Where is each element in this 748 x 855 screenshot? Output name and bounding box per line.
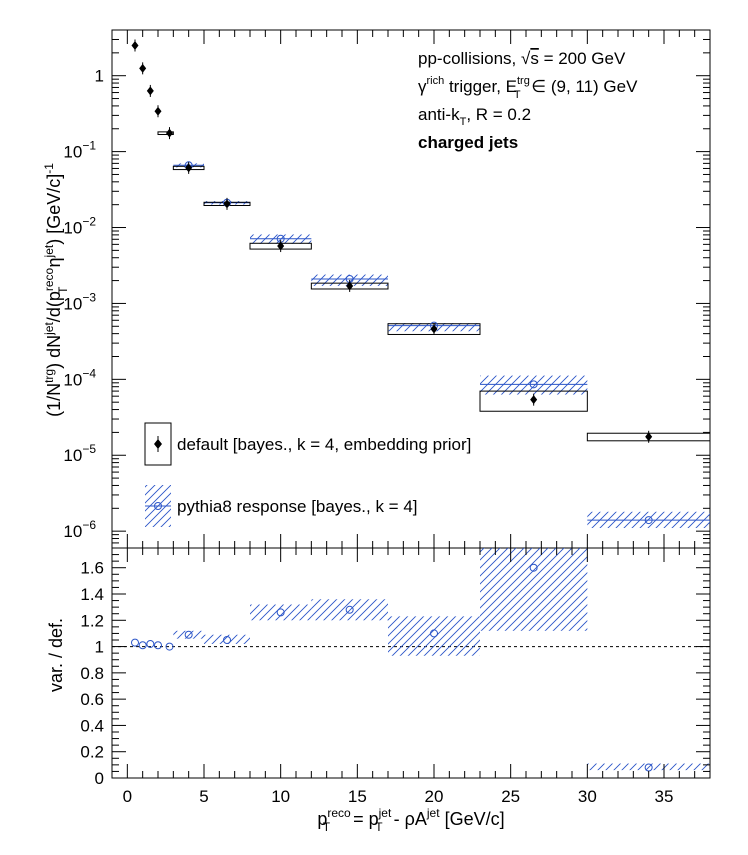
ratio-syst-band bbox=[587, 763, 710, 771]
default-point bbox=[277, 241, 285, 251]
bottom-y-tick-label: 1 bbox=[95, 638, 104, 657]
x-tick-label: 15 bbox=[348, 787, 367, 806]
ratio-point bbox=[146, 639, 155, 648]
ratio-point bbox=[165, 642, 174, 651]
bottom-panel-frame bbox=[111, 547, 711, 779]
default-point bbox=[645, 432, 653, 442]
ratio-point bbox=[131, 638, 139, 647]
ratio-syst-band bbox=[480, 548, 588, 631]
pythia8-syst-band bbox=[480, 375, 588, 395]
top-panel-frame bbox=[111, 29, 711, 549]
default-point bbox=[146, 86, 154, 96]
top-y-tick-label: 10−5 bbox=[63, 442, 96, 465]
ratio-point bbox=[644, 763, 653, 772]
bottom-y-tick-label: 0.4 bbox=[80, 716, 104, 735]
ratio-point bbox=[276, 608, 285, 617]
x-tick-label: 20 bbox=[425, 787, 444, 806]
ratio-point bbox=[345, 605, 354, 614]
bottom-y-tick-label: 0.8 bbox=[80, 664, 104, 683]
annotation-block: pp-collisions, √s = 200 GeV γrich trigge… bbox=[418, 49, 638, 152]
ratio-syst-band bbox=[311, 599, 388, 621]
bottom-y-ticks: 0 0.2 0.4 0.6 0.8 1 1.2 1.4 1.6 bbox=[80, 547, 710, 788]
bottom-y-tick-label: 1.2 bbox=[80, 611, 104, 630]
bottom-y-tick-label: 1.6 bbox=[80, 559, 104, 578]
legend-label-default: default [bayes., k = 4, embedding prior] bbox=[177, 435, 471, 454]
x-tick-label: 5 bbox=[199, 787, 208, 806]
ratio-syst-band bbox=[250, 604, 312, 621]
ratio-point bbox=[154, 641, 162, 650]
default-syst-box bbox=[479, 390, 588, 412]
default-point bbox=[139, 63, 147, 73]
ratio-point bbox=[430, 629, 438, 638]
top-y-axis-label: (1/Ntrg) dNjet/d(precoT ηjet) [GeV/c]-1 bbox=[42, 163, 70, 417]
top-series bbox=[131, 39, 710, 529]
top-y-tick-label: 10−3 bbox=[63, 290, 96, 313]
default-point bbox=[430, 324, 438, 334]
default-point bbox=[131, 40, 139, 50]
ratio-point bbox=[138, 641, 147, 650]
top-y-tick-label: 10−1 bbox=[63, 139, 96, 162]
bottom-series bbox=[131, 548, 710, 772]
default-point bbox=[185, 163, 193, 173]
legend-label-pythia8: pythia8 response [bayes., k = 4] bbox=[177, 497, 418, 516]
legend-entry-pythia8: pythia8 response [bayes., k = 4] bbox=[145, 485, 418, 527]
x-tick-label: 30 bbox=[578, 787, 597, 806]
pythia8-point bbox=[644, 516, 653, 525]
top-y-tick-label: 10−6 bbox=[63, 518, 96, 541]
legend-entry-default: default [bayes., k = 4, embedding prior] bbox=[144, 422, 471, 466]
bottom-y-tick-label: 0.6 bbox=[80, 690, 104, 709]
legend-swatch-pythia8-marker bbox=[154, 502, 162, 510]
bottom-panel: 0 0.2 0.4 0.6 0.8 1 1.2 1.4 1.6 0 5 10 15 20 25 30 35 v… bbox=[46, 547, 711, 834]
annotation-trigger: γrich trigger, Etrg T ∈ (9, 11) GeV bbox=[418, 75, 638, 101]
ratio-point bbox=[529, 563, 538, 572]
legend-swatch-default-box bbox=[144, 422, 172, 466]
top-x-ticks bbox=[111, 30, 711, 548]
top-y-tick-label: 10−2 bbox=[63, 215, 96, 238]
default-point bbox=[346, 281, 354, 291]
default-point bbox=[223, 199, 231, 209]
top-y-ticks: 1 10−1 10−2 10−3 10−4 10−5 10−6 bbox=[63, 29, 710, 549]
ratio-point bbox=[223, 636, 231, 644]
top-y-tick-label: 1 bbox=[95, 67, 104, 86]
x-tick-label: 0 bbox=[123, 787, 132, 806]
x-tick-label: 25 bbox=[501, 787, 520, 806]
pythia8-point bbox=[529, 380, 538, 389]
bottom-y-tick-label: 0.2 bbox=[80, 743, 104, 762]
default-point bbox=[166, 128, 173, 138]
x-axis-label: preco T = pjet T - ρAjet [GeV/c] bbox=[317, 806, 504, 834]
ratio-point bbox=[184, 630, 193, 639]
annotation-charged-jets: charged jets bbox=[418, 133, 518, 152]
default-point bbox=[530, 395, 538, 405]
legend: default [bayes., k = 4, embedding prior]… bbox=[144, 422, 471, 527]
annotation-collisions: pp-collisions, √s = 200 GeV bbox=[418, 49, 626, 68]
x-tick-label: 35 bbox=[655, 787, 674, 806]
bottom-x-ticks: 0 5 10 15 20 25 30 35 bbox=[111, 548, 711, 806]
legend-swatch-default-marker bbox=[154, 439, 162, 449]
top-panel: 1 10−1 10−2 10−3 10−4 10−5 10−6 (1/Ntrg) dNjet… bbox=[42, 29, 711, 549]
bottom-y-tick-label: 0 bbox=[95, 769, 104, 788]
annotation-algorithm: anti-kT, R = 0.2 bbox=[418, 105, 531, 128]
default-syst-box bbox=[157, 131, 174, 136]
top-y-tick-label: 10−4 bbox=[63, 366, 96, 389]
bottom-y-axis-label: var. / def. bbox=[46, 618, 66, 692]
ratio-syst-band bbox=[388, 616, 480, 656]
x-tick-label: 10 bbox=[271, 787, 290, 806]
ratio-syst-band bbox=[204, 634, 250, 644]
bottom-y-tick-label: 1.4 bbox=[80, 585, 104, 604]
ratio-syst-band bbox=[173, 630, 204, 639]
default-point bbox=[154, 106, 162, 116]
